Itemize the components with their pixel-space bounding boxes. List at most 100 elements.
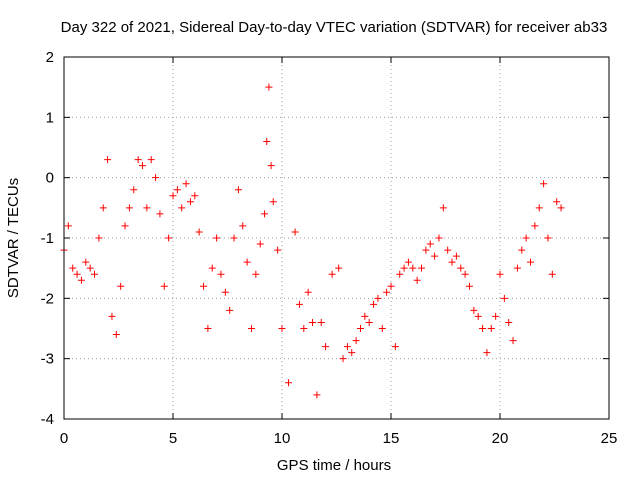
- data-point: [518, 246, 526, 254]
- data-point: [422, 246, 430, 254]
- data-point: [112, 331, 120, 339]
- data-point: [152, 174, 160, 182]
- data-point: [309, 318, 317, 326]
- data-point: [295, 300, 303, 308]
- x-tick-label: 15: [383, 430, 400, 447]
- data-point: [263, 137, 271, 145]
- data-point: [304, 288, 312, 296]
- x-tick-label: 25: [601, 430, 618, 447]
- data-point: [265, 83, 273, 91]
- y-tick-label: -2: [41, 290, 54, 307]
- data-point: [234, 186, 242, 194]
- data-point: [535, 204, 543, 212]
- data-point: [243, 258, 251, 266]
- data-point: [413, 276, 421, 284]
- data-point: [400, 264, 408, 272]
- data-point: [213, 234, 221, 242]
- data-point: [461, 270, 469, 278]
- data-point: [147, 156, 155, 164]
- data-point: [165, 234, 173, 242]
- data-point: [343, 343, 351, 351]
- data-point: [73, 270, 81, 278]
- data-point: [509, 337, 517, 345]
- data-point: [457, 264, 465, 272]
- data-point: [267, 162, 275, 170]
- data-point: [269, 198, 277, 206]
- data-point: [348, 349, 356, 357]
- data-point: [448, 258, 456, 266]
- data-point: [540, 180, 548, 188]
- data-point: [99, 204, 107, 212]
- data-point: [182, 180, 190, 188]
- data-point: [391, 343, 399, 351]
- data-point: [474, 312, 482, 320]
- data-point: [252, 270, 260, 278]
- data-point: [117, 282, 125, 290]
- data-point: [86, 264, 94, 272]
- x-tick-label: 20: [492, 430, 509, 447]
- data-point: [527, 258, 535, 266]
- data-point: [483, 349, 491, 357]
- data-point: [125, 204, 133, 212]
- data-point: [553, 198, 561, 206]
- data-point: [396, 270, 404, 278]
- data-point: [208, 264, 216, 272]
- y-tick-label: 1: [46, 109, 54, 126]
- chart-title: Day 322 of 2021, Sidereal Day-to-day VTE…: [61, 19, 608, 36]
- y-axis-label: SDTVAR / TECUs: [5, 178, 22, 298]
- data-point: [247, 325, 255, 332]
- y-tick-label: 0: [46, 170, 54, 187]
- data-point: [557, 204, 565, 212]
- data-point: [82, 258, 90, 266]
- data-point: [500, 294, 508, 302]
- data-point: [226, 306, 234, 314]
- data-point: [387, 282, 395, 290]
- data-point: [77, 276, 85, 284]
- data-point: [200, 282, 208, 290]
- data-point: [239, 222, 247, 230]
- data-point: [156, 210, 164, 218]
- data-point: [313, 391, 321, 399]
- data-point: [278, 325, 286, 332]
- data-point: [217, 270, 225, 278]
- data-point: [143, 204, 151, 212]
- data-point: [317, 318, 325, 326]
- y-tick-label: -3: [41, 351, 54, 368]
- data-point: [365, 318, 373, 326]
- data-point: [492, 312, 500, 320]
- data-point: [91, 270, 99, 278]
- data-point: [452, 252, 460, 260]
- data-point: [121, 222, 129, 230]
- data-point: [108, 312, 116, 320]
- data-point: [409, 264, 417, 272]
- data-point: [431, 252, 439, 260]
- data-point: [339, 355, 347, 363]
- data-point: [444, 246, 452, 254]
- data-point: [470, 306, 478, 314]
- data-point: [378, 325, 386, 332]
- data-point: [230, 234, 238, 242]
- data-point: [160, 282, 168, 290]
- y-tick-label: -4: [41, 411, 54, 428]
- data-point: [356, 325, 364, 332]
- data-point: [274, 246, 282, 254]
- data-point: [404, 258, 412, 266]
- y-tick-label: 2: [46, 49, 54, 66]
- x-axis-label: GPS time / hours: [277, 457, 391, 474]
- data-point: [439, 204, 447, 212]
- data-point: [221, 288, 229, 296]
- data-point: [138, 162, 146, 170]
- points-layer: [60, 83, 565, 399]
- data-point: [418, 264, 426, 272]
- data-point: [496, 270, 504, 278]
- data-point: [178, 204, 186, 212]
- data-point: [435, 234, 443, 242]
- data-point: [370, 300, 378, 308]
- x-tick-label: 5: [169, 430, 177, 447]
- data-point: [531, 222, 539, 230]
- data-point: [95, 234, 103, 242]
- data-point: [169, 192, 177, 200]
- y-tick-label: -1: [41, 230, 54, 247]
- data-point: [383, 288, 391, 296]
